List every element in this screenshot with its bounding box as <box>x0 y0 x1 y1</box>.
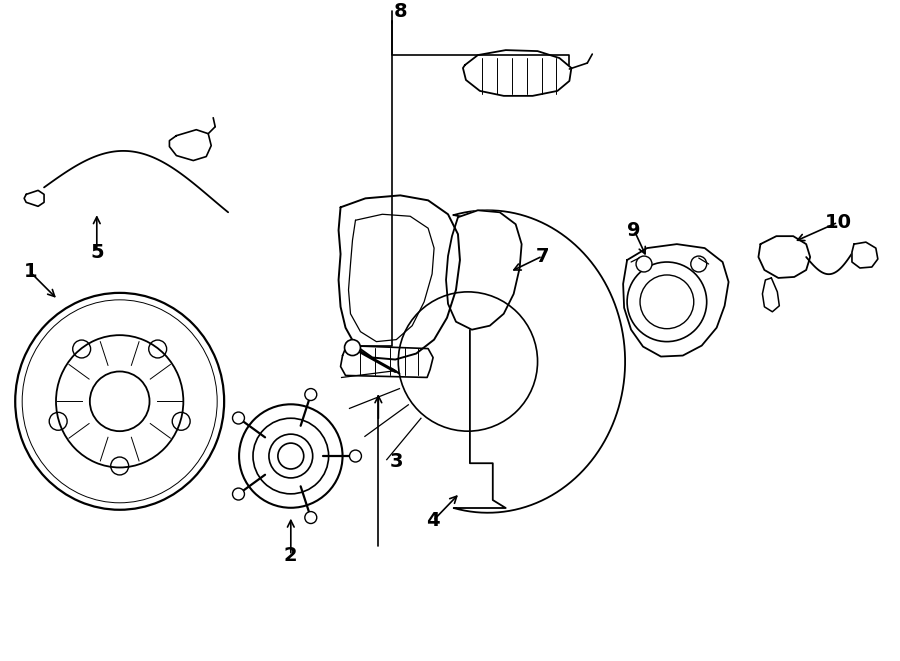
Text: 3: 3 <box>390 451 403 471</box>
Polygon shape <box>454 210 626 513</box>
Circle shape <box>636 256 652 272</box>
Polygon shape <box>463 50 572 96</box>
Circle shape <box>691 256 707 272</box>
Text: 2: 2 <box>284 546 298 565</box>
Circle shape <box>232 412 245 424</box>
Text: 8: 8 <box>393 2 407 20</box>
Text: 4: 4 <box>427 511 440 530</box>
Polygon shape <box>446 210 522 330</box>
Polygon shape <box>169 130 211 161</box>
Circle shape <box>349 450 362 462</box>
Polygon shape <box>338 196 460 360</box>
Circle shape <box>627 262 706 342</box>
Polygon shape <box>762 278 779 312</box>
Text: 7: 7 <box>536 247 549 266</box>
Circle shape <box>232 488 245 500</box>
Polygon shape <box>852 242 878 268</box>
Text: 9: 9 <box>627 221 641 240</box>
Circle shape <box>305 512 317 524</box>
Text: 5: 5 <box>90 243 104 262</box>
Text: 1: 1 <box>23 262 37 282</box>
Polygon shape <box>24 190 44 206</box>
Text: 10: 10 <box>824 213 851 232</box>
Polygon shape <box>623 244 729 356</box>
Polygon shape <box>759 236 810 278</box>
Circle shape <box>345 340 361 356</box>
Circle shape <box>305 389 317 401</box>
Polygon shape <box>340 346 433 377</box>
